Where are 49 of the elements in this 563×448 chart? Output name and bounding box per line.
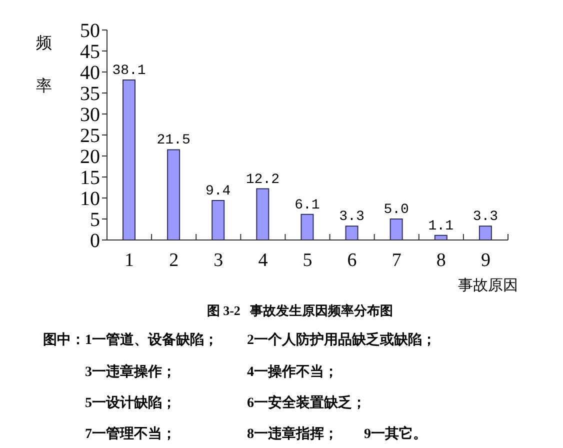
text: 4一操作不当； xyxy=(247,363,338,381)
y-tick-label: 40 xyxy=(80,62,100,84)
text: 频率 xyxy=(36,35,52,95)
bar xyxy=(478,226,492,240)
data-label: 5.0 xyxy=(384,202,409,218)
data-label: 12.2 xyxy=(246,172,280,188)
y-tick-label: 5 xyxy=(90,209,100,232)
y-tick-label: 20 xyxy=(80,146,100,168)
text: 9一其它。 xyxy=(364,425,427,443)
y-tick-label: 15 xyxy=(80,167,100,190)
x-tick-label: 8 xyxy=(436,250,446,271)
data-label: 38.1 xyxy=(112,62,146,79)
y-tick-label: 30 xyxy=(80,104,100,126)
bar xyxy=(212,200,225,240)
text: 7一管理不当； xyxy=(85,425,176,443)
text: 5一设计缺陷； xyxy=(85,394,176,412)
x-tick-label: 4 xyxy=(258,250,268,271)
bar xyxy=(122,79,136,240)
data-label: 3.3 xyxy=(472,209,498,226)
text: 3一违章操作； xyxy=(85,363,176,381)
data-label: 21.5 xyxy=(156,132,190,149)
text: 8一违章指挥； xyxy=(247,425,338,443)
x-tick-label: 5 xyxy=(302,250,312,271)
x-tick-label: 1 xyxy=(124,250,134,271)
bar xyxy=(167,149,180,240)
y-tick-label: 10 xyxy=(80,188,100,210)
text: 2一个人防护用品缺乏或缺陷； xyxy=(247,331,436,349)
x-tick-label: 9 xyxy=(480,250,490,271)
y-tick-label: 35 xyxy=(80,83,100,106)
y-tick-label: 45 xyxy=(80,41,100,64)
bar xyxy=(345,226,358,240)
x-tick-label: 3 xyxy=(214,250,224,271)
bar xyxy=(390,218,403,240)
x-axis-title: 事故原因 xyxy=(458,276,518,295)
text: 6一安全装置缺乏； xyxy=(247,394,366,412)
bar xyxy=(256,188,270,240)
y-tick-label: 25 xyxy=(80,125,100,148)
data-label: 9.4 xyxy=(206,184,231,200)
bar xyxy=(300,214,314,240)
data-label: 3.3 xyxy=(339,209,364,226)
x-tick-label: 6 xyxy=(347,250,357,271)
y-tick-label: 0 xyxy=(90,230,100,252)
text: 图中：1一管道、设备缺陷； xyxy=(43,331,218,349)
x-tick-label: 7 xyxy=(392,250,402,271)
y-tick-label: 50 xyxy=(80,20,100,42)
data-label: 1.1 xyxy=(428,218,454,234)
x-tick-label: 2 xyxy=(169,250,179,271)
data-label: 6.1 xyxy=(294,197,320,214)
text: 图 3-2 事故发生原因频率分布图 xyxy=(206,302,394,320)
